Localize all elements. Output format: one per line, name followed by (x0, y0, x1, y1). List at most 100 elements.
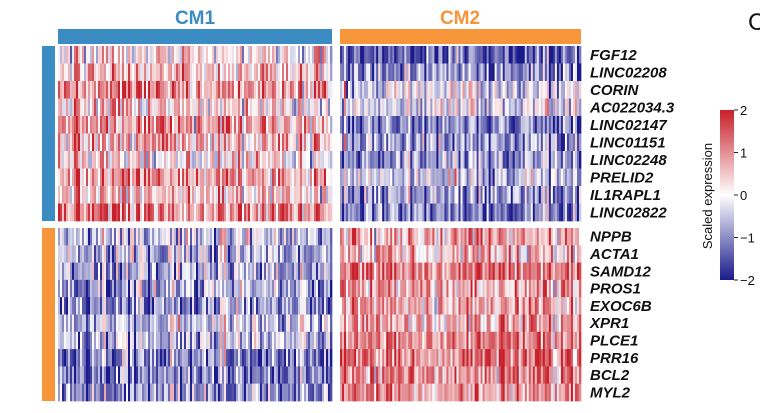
heatmap-cell (560, 46, 564, 64)
heatmap-cell (426, 63, 429, 82)
heatmap-cell (484, 63, 487, 82)
heatmap-cell (492, 46, 495, 64)
heatmap-cell (348, 203, 351, 222)
heatmap-cell (178, 262, 181, 281)
heatmap-cell (122, 366, 125, 385)
heatmap-cell (520, 314, 524, 333)
heatmap-cell (308, 168, 311, 187)
heatmap-cell (526, 46, 530, 64)
heatmap-cell (148, 46, 151, 64)
heatmap-cell (396, 349, 399, 367)
heatmap-cell (500, 314, 504, 333)
heatmap-cell (374, 186, 377, 204)
heatmap-cell (126, 186, 129, 204)
heatmap-cell (100, 314, 103, 333)
heatmap-cell (572, 349, 576, 367)
heatmap-cell (124, 63, 127, 82)
heatmap-cell (184, 297, 187, 315)
heatmap-cell (272, 46, 275, 64)
heatmap-cell (558, 279, 562, 298)
heatmap-cell (376, 116, 379, 134)
heatmap-cell (148, 228, 151, 246)
heatmap-cell (108, 98, 111, 117)
heatmap-cell (150, 168, 153, 187)
heatmap-cell (106, 245, 109, 263)
heatmap-cell (166, 168, 169, 187)
heatmap-cell (260, 245, 263, 263)
heatmap-cell (296, 383, 299, 402)
heatmap-cell (290, 228, 293, 246)
heatmap-cell (120, 383, 123, 402)
heatmap-cell (428, 279, 431, 298)
heatmap-cell (74, 81, 77, 99)
heatmap-cell (268, 203, 271, 222)
heatmap-cell (546, 314, 550, 333)
heatmap-cell (86, 245, 89, 263)
heatmap-cell (330, 297, 333, 315)
heatmap-cell (526, 168, 530, 187)
heatmap-cell (326, 203, 329, 222)
heatmap-cell (128, 151, 131, 169)
heatmap-cell (224, 245, 227, 263)
heatmap-cell (554, 186, 558, 204)
heatmap-cell (248, 262, 251, 281)
heatmap-cell (468, 366, 471, 385)
heatmap-cell (204, 133, 207, 152)
heatmap-cell (84, 151, 87, 169)
heatmap-cell (344, 116, 347, 134)
heatmap-cell (270, 168, 273, 187)
heatmap-cell (454, 186, 457, 204)
heatmap-cell (120, 366, 123, 385)
heatmap-cell (92, 228, 95, 246)
heatmap-cell (146, 314, 149, 333)
heatmap-cell (276, 151, 279, 169)
heatmap-cell (412, 151, 415, 169)
heatmap-cell (216, 203, 219, 222)
heatmap-cell (494, 116, 497, 134)
heatmap-cell (446, 366, 449, 385)
heatmap-cell (404, 168, 407, 187)
heatmap-cell (266, 331, 269, 350)
heatmap-cell (184, 151, 187, 169)
heatmap-cell (522, 349, 526, 367)
heatmap-cell (472, 331, 475, 350)
heatmap-cell (468, 151, 471, 169)
heatmap-cell (80, 63, 83, 82)
heatmap-cell (298, 383, 301, 402)
heatmap-cell (418, 133, 421, 152)
heatmap-cell (136, 168, 139, 187)
heatmap-cell (310, 203, 313, 222)
heatmap-cell (464, 98, 467, 117)
heatmap-cell (232, 245, 235, 263)
heatmap-cell (568, 279, 572, 298)
heatmap-cell (352, 262, 355, 281)
heatmap-cell (410, 63, 413, 82)
heatmap-cell (304, 314, 307, 333)
heatmap-cell (234, 46, 237, 64)
heatmap-cell (246, 151, 249, 169)
heatmap-cell (292, 63, 295, 82)
heatmap-cell (96, 297, 99, 315)
heatmap-cell (270, 262, 273, 281)
heatmap-cell (126, 46, 129, 64)
heatmap-cell (160, 279, 163, 298)
heatmap-cell (406, 297, 409, 315)
heatmap-cell (182, 98, 185, 117)
heatmap-cell (384, 151, 387, 169)
heatmap-cell (464, 297, 467, 315)
heatmap-cell (94, 81, 97, 99)
heatmap-cell (480, 349, 483, 367)
heatmap-cell (134, 366, 137, 385)
heatmap-cell (182, 81, 185, 99)
heatmap-cell (554, 203, 558, 222)
heatmap-cell (122, 245, 125, 263)
heatmap-cell (60, 349, 63, 367)
heatmap-cell (130, 297, 133, 315)
heatmap-cell (248, 168, 251, 187)
heatmap-cell (518, 186, 522, 204)
heatmap-cell (430, 151, 433, 169)
heatmap-cell (274, 314, 277, 333)
heatmap-cell (578, 116, 582, 134)
heatmap-cell (236, 116, 239, 134)
heatmap-cell (140, 63, 143, 82)
